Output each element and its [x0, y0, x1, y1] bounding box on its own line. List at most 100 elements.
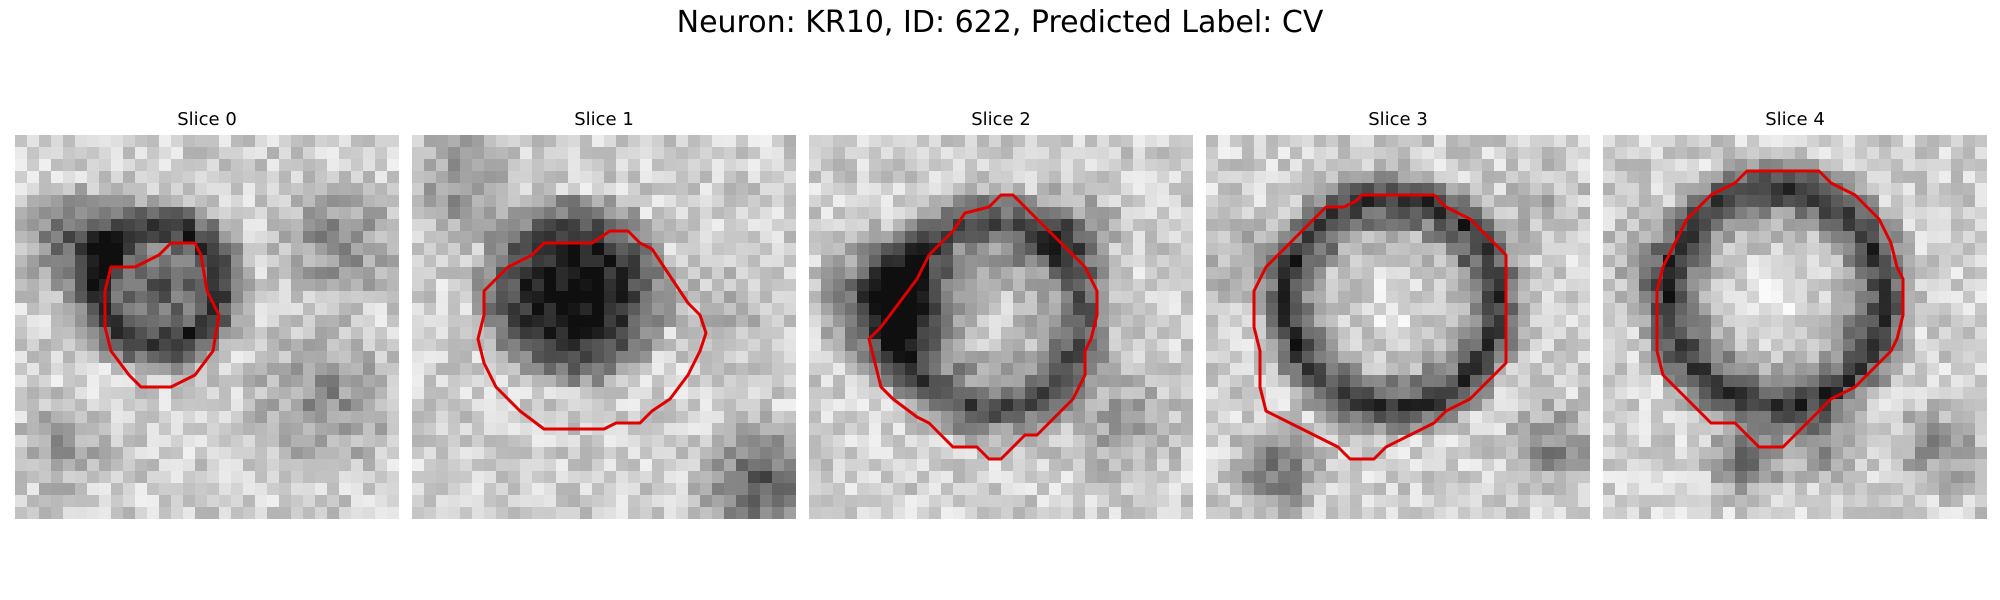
pixel [1290, 135, 1303, 148]
pixel [1145, 423, 1158, 436]
pixel [1145, 447, 1158, 460]
pixel [568, 387, 581, 400]
pixel [51, 459, 64, 472]
pixel [460, 447, 473, 460]
pixel [664, 231, 677, 244]
pixel [1254, 315, 1267, 328]
pixel [1891, 411, 1904, 424]
pixel [1230, 351, 1243, 364]
pixel [977, 219, 990, 232]
pixel [772, 471, 785, 484]
pixel [51, 303, 64, 316]
pixel [1097, 327, 1110, 340]
pixel [1627, 195, 1640, 208]
pixel [845, 387, 858, 400]
pixel [1482, 255, 1495, 268]
pixel [1663, 387, 1676, 400]
pixel [1001, 363, 1014, 376]
pixel [472, 399, 485, 412]
pixel [1049, 363, 1062, 376]
pixel [1446, 483, 1459, 496]
pixel [857, 195, 870, 208]
pixel [1073, 291, 1086, 304]
pixel [39, 315, 52, 328]
pixel [327, 135, 340, 148]
pixel [1302, 231, 1315, 244]
pixel [532, 171, 545, 184]
pixel [905, 183, 918, 196]
pixel [917, 447, 930, 460]
pixel [51, 363, 64, 376]
pixel [881, 327, 894, 340]
pixel [640, 207, 653, 220]
pixel [1663, 267, 1676, 280]
pixel [159, 447, 172, 460]
pixel [1675, 459, 1688, 472]
pixel [219, 471, 232, 484]
pixel [1759, 375, 1772, 388]
pixel [1939, 387, 1952, 400]
pixel [279, 219, 292, 232]
pixel [784, 171, 796, 184]
pixel [748, 279, 761, 292]
pixel [1615, 351, 1628, 364]
pixel [147, 291, 160, 304]
pixel [568, 171, 581, 184]
pixel [87, 315, 100, 328]
pixel [1037, 327, 1050, 340]
pixel [39, 423, 52, 436]
pixel [39, 327, 52, 340]
pixel [1242, 471, 1255, 484]
pixel [1975, 447, 1987, 460]
pixel [1975, 375, 1987, 388]
pixel [195, 135, 208, 148]
pixel [15, 339, 28, 352]
pixel [412, 255, 425, 268]
pixel [472, 147, 485, 160]
pixel [688, 159, 701, 172]
pixel [760, 267, 773, 280]
pixel [845, 447, 858, 460]
pixel [772, 195, 785, 208]
pixel [460, 279, 473, 292]
pixel [712, 447, 725, 460]
pixel [640, 147, 653, 160]
pixel [27, 207, 40, 220]
pixel [135, 243, 148, 256]
pixel [1518, 147, 1531, 160]
pixel [1783, 447, 1796, 460]
pixel [1314, 471, 1327, 484]
pixel [375, 507, 388, 519]
pixel [171, 459, 184, 472]
pixel [111, 243, 124, 256]
pixel [1121, 435, 1134, 448]
pixel [195, 483, 208, 496]
pixel [255, 291, 268, 304]
pixel [472, 471, 485, 484]
pixel [1398, 159, 1411, 172]
pixel [700, 471, 713, 484]
pixel [75, 351, 88, 364]
pixel [1530, 303, 1543, 316]
pixel [1001, 351, 1014, 364]
pixel [339, 267, 352, 280]
pixel [736, 267, 749, 280]
pixel [1807, 399, 1820, 412]
pixel [219, 315, 232, 328]
pixel [1278, 219, 1291, 232]
pixel [821, 363, 834, 376]
pixel [315, 267, 328, 280]
pixel [231, 399, 244, 412]
pixel [1013, 243, 1026, 256]
pixel [1314, 243, 1327, 256]
pixel [1771, 303, 1784, 316]
pixel [809, 255, 822, 268]
pixel [1326, 375, 1339, 388]
pixel [760, 231, 773, 244]
pixel [664, 291, 677, 304]
pixel [111, 495, 124, 508]
pixel [123, 267, 136, 280]
pixel [1145, 471, 1158, 484]
pixel [1711, 327, 1724, 340]
pixel [219, 267, 232, 280]
